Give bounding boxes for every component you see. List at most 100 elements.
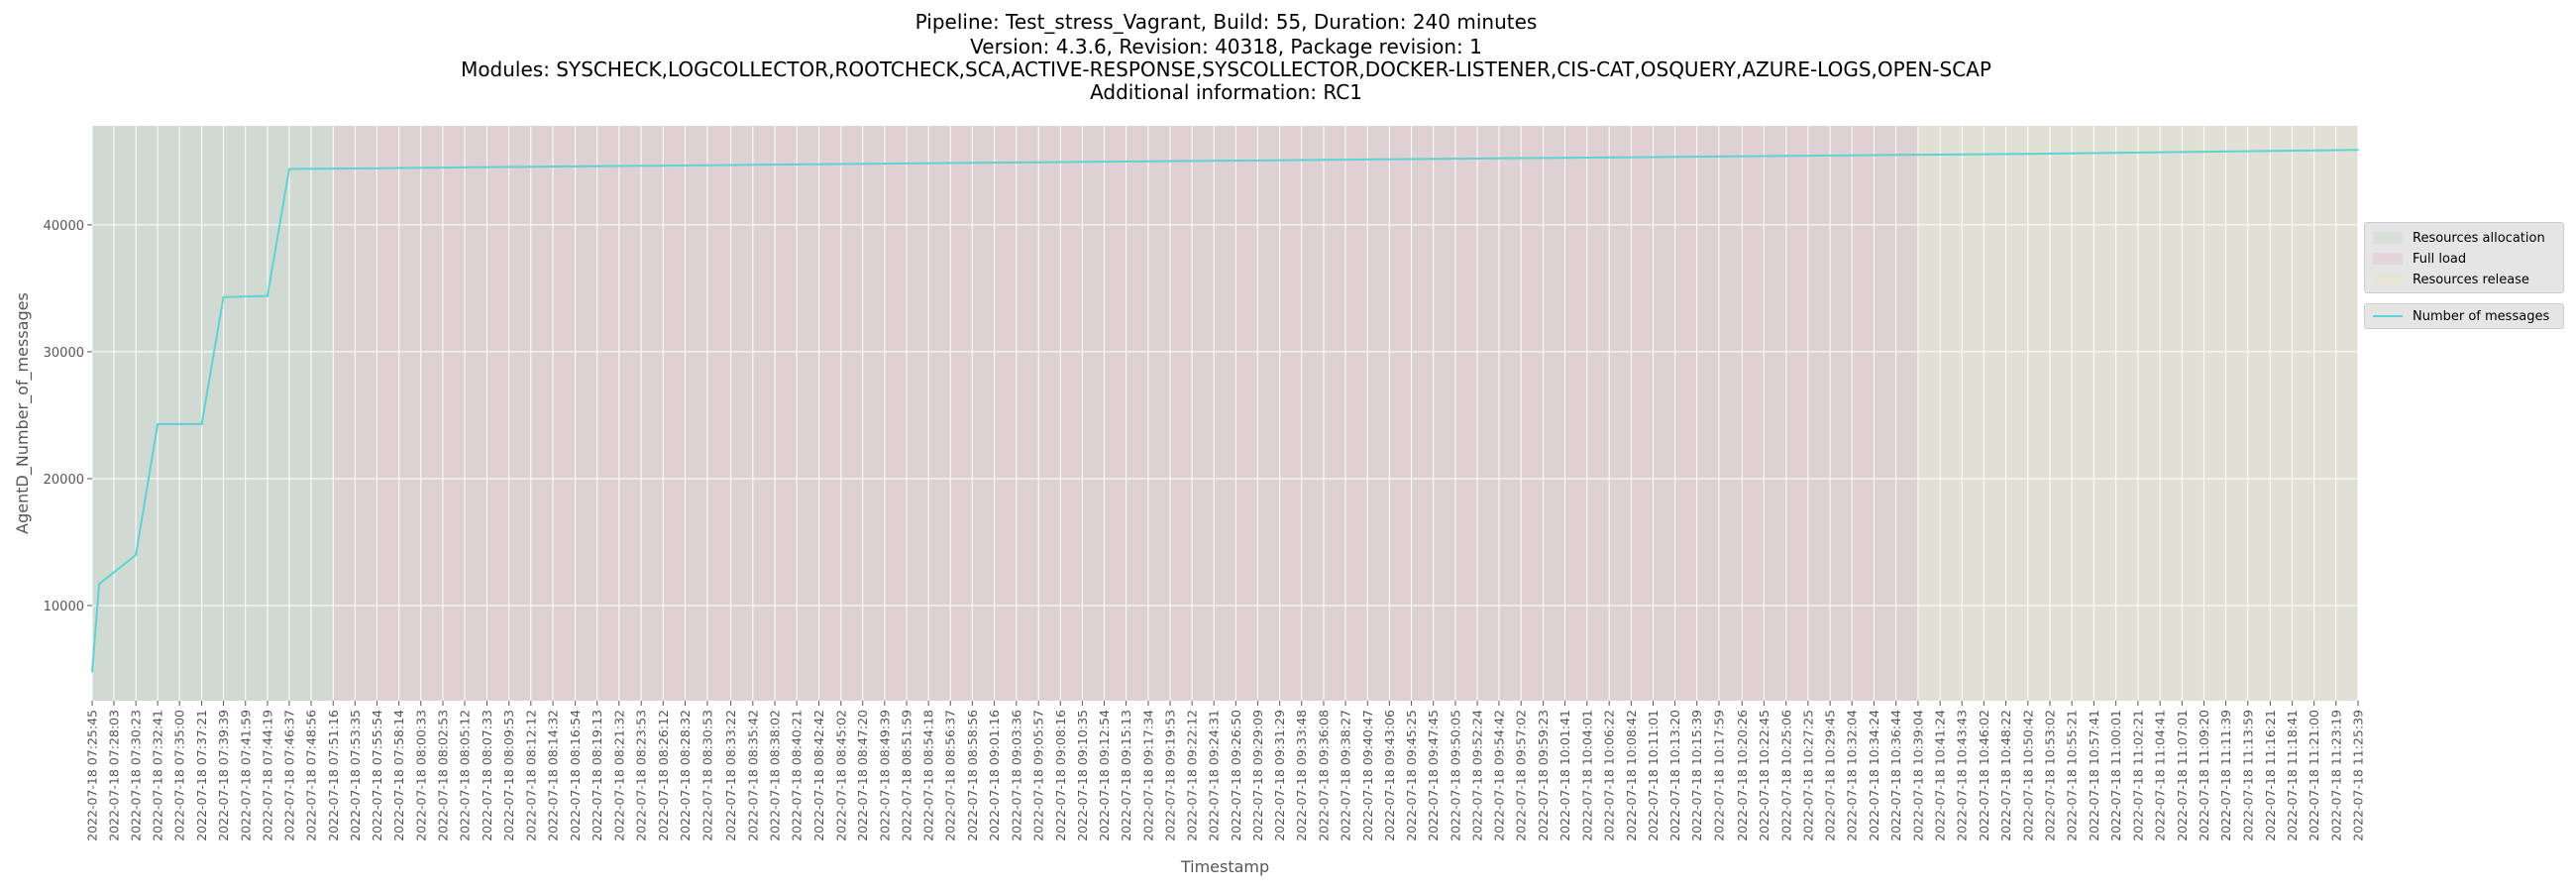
x-tick-label: 2022-07-18 10:34:24 <box>1867 710 1881 841</box>
x-tick-label: 2022-07-18 07:46:37 <box>281 710 296 841</box>
x-tick-label: 2022-07-18 08:51:59 <box>900 710 914 841</box>
x-tick-label: 2022-07-18 11:04:41 <box>2153 710 2168 841</box>
x-tick-label: 2022-07-18 07:25:45 <box>85 710 100 841</box>
x-tick-label: 2022-07-18 08:33:22 <box>723 710 738 841</box>
x-tick-label: 2022-07-18 10:22:45 <box>1757 710 1771 841</box>
series-point <box>2026 153 2029 156</box>
x-tick-label: 2022-07-18 09:45:25 <box>1404 710 1419 841</box>
x-tick-label: 2022-07-18 10:55:21 <box>2065 710 2080 841</box>
y-tick-label: 20000 <box>44 473 84 488</box>
x-tick-label: 2022-07-18 07:39:39 <box>216 710 231 841</box>
legend-label: Resources release <box>2413 272 2529 287</box>
resources-allocation-swatch <box>2373 232 2403 244</box>
x-tick-label: 2022-07-18 08:42:42 <box>811 710 826 841</box>
x-tick-label: 2022-07-18 10:32:04 <box>1845 710 1860 841</box>
x-tick-label: 2022-07-18 08:54:18 <box>921 710 936 841</box>
x-tick-label: 2022-07-18 08:07:33 <box>480 710 494 841</box>
x-tick-label: 2022-07-18 07:58:14 <box>391 710 406 841</box>
x-tick-label: 2022-07-18 11:25:39 <box>2351 710 2366 841</box>
x-tick-label: 2022-07-18 08:21:32 <box>611 710 626 841</box>
x-tick-label: 2022-07-18 11:13:59 <box>2240 710 2255 841</box>
x-tick-label: 2022-07-18 07:53:35 <box>348 710 363 841</box>
series-point <box>2357 149 2359 152</box>
legend-label: Full load <box>2413 251 2467 267</box>
x-tick-label: 2022-07-18 07:28:03 <box>106 710 121 841</box>
x-tick-label: 2022-07-18 10:15:39 <box>1689 710 1704 841</box>
x-tick-label: 2022-07-18 10:57:41 <box>2087 710 2101 841</box>
x-tick-label: 2022-07-18 08:35:42 <box>745 710 760 841</box>
x-tick-label: 2022-07-18 09:54:42 <box>1491 710 1506 841</box>
x-tick-label: 2022-07-18 10:36:44 <box>1888 710 1903 841</box>
x-tick-label: 2022-07-18 10:39:04 <box>1910 710 1925 841</box>
x-tick-label: 2022-07-18 11:21:00 <box>2307 710 2321 841</box>
x-tick-label: 2022-07-18 08:47:20 <box>855 710 870 841</box>
series-line-swatch <box>2373 315 2403 317</box>
series-point <box>135 553 138 556</box>
phase-legend: Resources allocation Full load Resources… <box>2364 222 2564 293</box>
x-tick-label: 2022-07-18 09:33:48 <box>1294 710 1309 841</box>
y-tick-label: 30000 <box>44 346 84 361</box>
x-tick-label: 2022-07-18 09:24:31 <box>1207 710 1222 841</box>
legend-item-full-load: Full load <box>2373 249 2466 269</box>
x-tick-label: 2022-07-18 08:40:21 <box>790 710 805 841</box>
x-tick-label: 2022-07-18 07:35:00 <box>172 710 187 841</box>
x-tick-label: 2022-07-18 09:52:24 <box>1470 710 1485 841</box>
x-tick-label: 2022-07-18 08:26:12 <box>656 710 671 841</box>
x-tick-label: 2022-07-18 09:19:53 <box>1163 710 1178 841</box>
x-tick-label: 2022-07-18 09:12:54 <box>1097 710 1112 841</box>
x-tick-label: 2022-07-18 08:05:12 <box>458 710 473 841</box>
legend-item-resources-allocation: Resources allocation <box>2373 228 2545 248</box>
x-tick-label: 2022-07-18 09:17:34 <box>1140 710 1155 841</box>
x-tick-label: 2022-07-18 08:12:12 <box>523 710 538 841</box>
x-tick-label: 2022-07-18 10:27:25 <box>1800 710 1815 841</box>
legend-item-resources-release: Resources release <box>2373 270 2529 289</box>
series-point <box>91 670 93 673</box>
x-tick-label: 2022-07-18 10:25:06 <box>1778 710 1793 841</box>
series-point <box>288 167 290 170</box>
series-legend: Number of messages <box>2364 303 2564 329</box>
x-tick-label: 2022-07-18 09:01:16 <box>987 710 1002 841</box>
legend-label: Resources allocation <box>2413 230 2545 246</box>
x-tick-label: 2022-07-18 09:31:29 <box>1272 710 1287 841</box>
x-tick-label: 2022-07-18 10:20:26 <box>1735 710 1750 841</box>
x-tick-label: 2022-07-18 09:43:06 <box>1382 710 1397 841</box>
x-tick-label: 2022-07-18 09:10:35 <box>1075 710 1090 841</box>
x-tick-label: 2022-07-18 09:05:57 <box>1031 710 1046 841</box>
x-tick-label: 2022-07-18 10:11:01 <box>1646 710 1661 841</box>
chart-title-line-2: Version: 4.3.6, Revision: 40318, Package… <box>970 35 1482 58</box>
x-tick-label: 2022-07-18 08:30:53 <box>699 710 714 841</box>
plot-area <box>92 126 2358 701</box>
x-tick-label: 2022-07-18 09:03:36 <box>1009 710 1023 841</box>
legend-label: Number of messages <box>2413 308 2550 324</box>
x-tick-label: 2022-07-18 09:40:47 <box>1360 710 1375 841</box>
x-tick-label: 2022-07-18 08:09:53 <box>501 710 516 841</box>
x-tick-label: 2022-07-18 10:41:24 <box>1933 710 1948 841</box>
series-point <box>706 164 708 167</box>
series-point <box>222 295 225 298</box>
legend-item-number-of-messages: Number of messages <box>2373 306 2549 326</box>
x-tick-label: 2022-07-18 08:49:39 <box>877 710 892 841</box>
x-tick-label: 2022-07-18 08:28:32 <box>678 710 693 841</box>
series-point <box>98 583 101 586</box>
x-tick-label: 2022-07-18 09:38:27 <box>1339 710 1353 841</box>
y-tick-label: 40000 <box>44 219 84 234</box>
x-tick-label: 2022-07-18 07:41:59 <box>238 710 253 841</box>
x-tick-label: 2022-07-18 10:46:02 <box>1977 710 1991 841</box>
resources-release-swatch <box>2373 274 2403 285</box>
x-tick-label: 2022-07-18 09:36:08 <box>1316 710 1331 841</box>
x-tick-label: 2022-07-18 11:07:01 <box>2175 710 2190 841</box>
x-tick-label: 2022-07-18 08:58:56 <box>965 710 980 841</box>
x-tick-label: 2022-07-18 10:01:41 <box>1557 710 1572 841</box>
x-tick-label: 2022-07-18 08:23:53 <box>634 710 649 841</box>
x-tick-label: 2022-07-18 09:50:05 <box>1448 710 1462 841</box>
x-tick-label: 2022-07-18 07:30:23 <box>129 710 144 841</box>
x-tick-label: 2022-07-18 08:19:13 <box>590 710 604 841</box>
chart-title-line-3: Modules: SYSCHECK,LOGCOLLECTOR,ROOTCHECK… <box>461 57 1991 81</box>
x-tick-label: 2022-07-18 07:48:56 <box>304 710 319 841</box>
x-tick-label: 2022-07-18 09:57:02 <box>1514 710 1529 841</box>
x-tick-label: 2022-07-18 09:26:50 <box>1229 710 1243 841</box>
x-tick-label: 2022-07-18 10:43:43 <box>1955 710 1970 841</box>
y-axis-label: AgentD_Number_of_messages <box>13 292 33 534</box>
x-tick-label: 2022-07-18 07:37:21 <box>194 710 209 841</box>
